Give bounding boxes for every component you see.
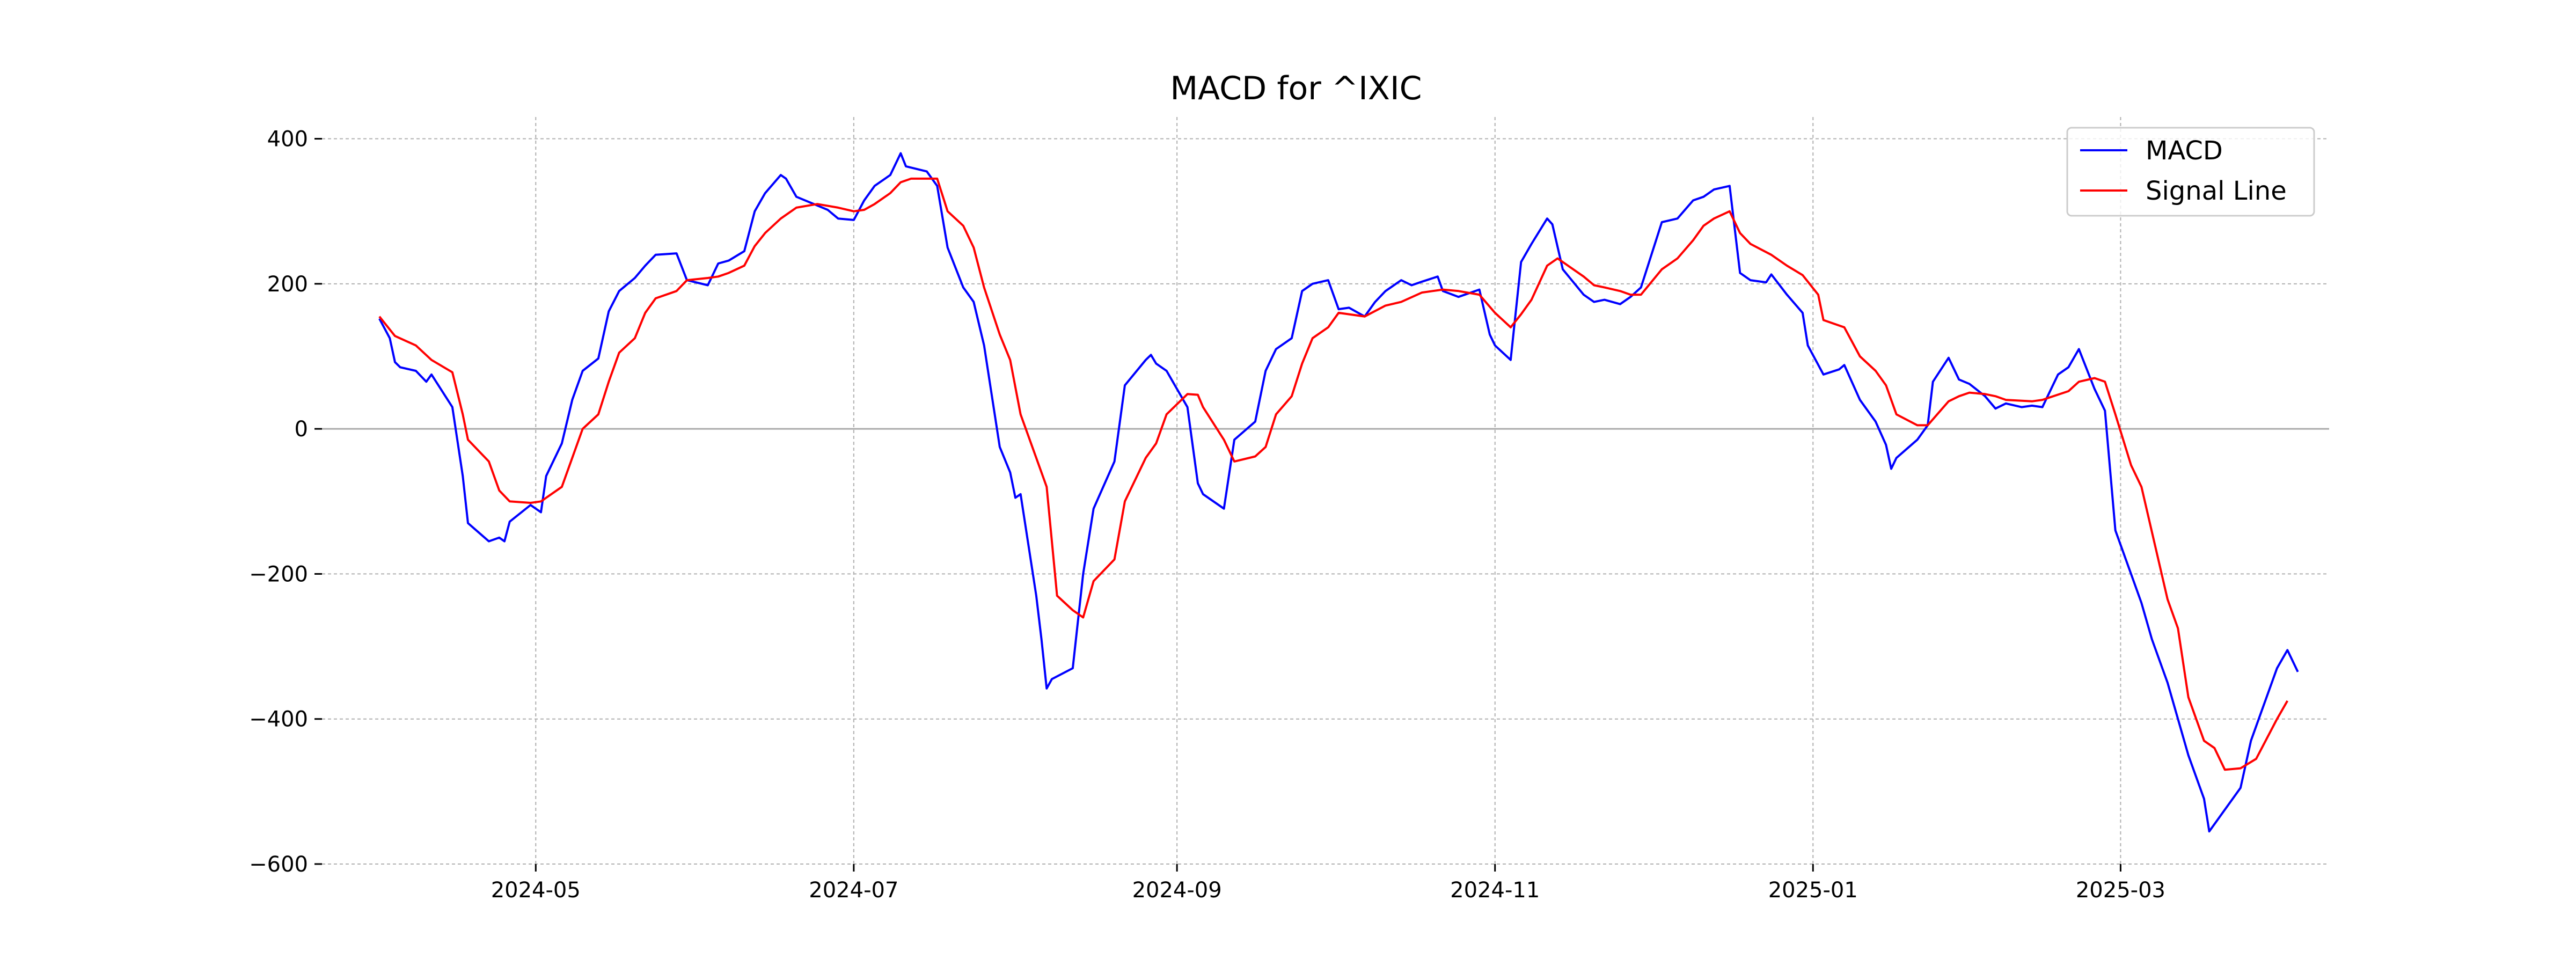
x-tick-label: 2024-07 — [809, 878, 898, 903]
legend: MACD Signal Line — [2066, 127, 2315, 217]
legend-label-signal-line: Signal Line — [2146, 176, 2287, 206]
tick-layer: 400 200 0 −200 −400 −600 2024-05 2024-07 2024-09… — [249, 127, 2165, 903]
y-tick-label: −400 — [249, 707, 308, 732]
x-tick-label: 2024-05 — [491, 878, 581, 903]
legend-label-macd: MACD — [2146, 136, 2223, 166]
y-tick-label: 400 — [267, 127, 308, 152]
grid-layer — [322, 117, 2329, 865]
y-tick-label: 200 — [267, 272, 308, 297]
series-line-macd — [378, 152, 2299, 833]
y-tick-label: −200 — [249, 562, 308, 587]
x-tick-label: 2024-11 — [1450, 878, 1540, 903]
series-layer — [378, 152, 2299, 833]
x-tick-label: 2024-09 — [1132, 878, 1222, 903]
chart-title: MACD for ^IXIC — [1170, 70, 1422, 107]
y-tick-label: 0 — [295, 417, 308, 442]
legend-box — [2066, 127, 2315, 217]
x-tick-label: 2025-03 — [2076, 878, 2165, 903]
y-tick-label: −600 — [249, 852, 308, 877]
series-line-signal-line — [378, 177, 2289, 771]
x-tick-label: 2025-01 — [1768, 878, 1858, 903]
